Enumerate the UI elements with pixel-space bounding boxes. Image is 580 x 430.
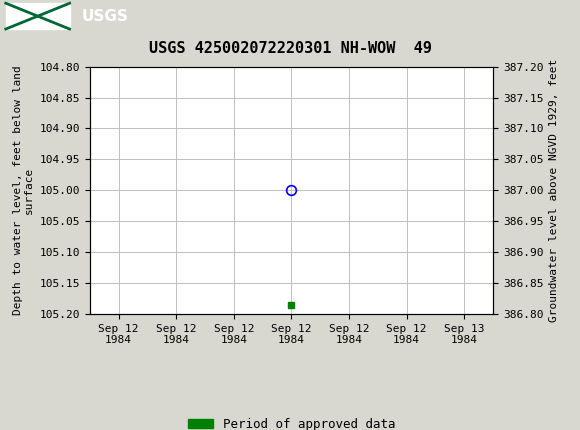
Legend: Period of approved data: Period of approved data <box>183 413 400 430</box>
Text: USGS 425002072220301 NH-WOW  49: USGS 425002072220301 NH-WOW 49 <box>148 41 432 56</box>
Bar <box>6 3 70 29</box>
Text: USGS: USGS <box>81 9 128 24</box>
Y-axis label: Groundwater level above NGVD 1929, feet: Groundwater level above NGVD 1929, feet <box>549 58 559 322</box>
Y-axis label: Depth to water level, feet below land
surface: Depth to water level, feet below land su… <box>13 65 34 315</box>
